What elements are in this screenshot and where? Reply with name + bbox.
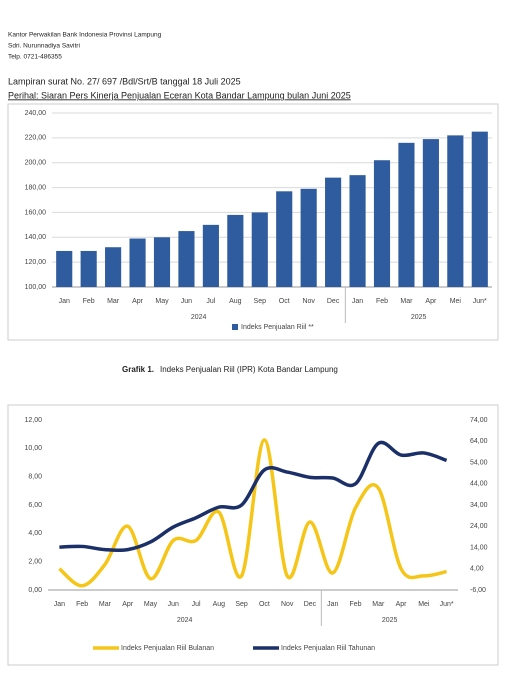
x-tick-label: Jun*: [473, 298, 487, 305]
series-line: [59, 440, 448, 553]
bar: [276, 191, 293, 287]
y-tick-label: 12,00: [24, 417, 42, 424]
x-tick-label: Aug: [213, 601, 226, 608]
x-tick-label: Aug: [229, 298, 242, 305]
y-tick-label: 160,00: [25, 209, 47, 216]
bar: [471, 131, 488, 287]
x-tick-label: Jan: [54, 601, 65, 608]
y-tick-label: 0,00: [28, 587, 42, 594]
x-tick-label: Jan: [59, 298, 70, 305]
x-tick-label: Nov: [281, 601, 294, 608]
bar: [398, 142, 415, 287]
y-tick-label: 120,00: [25, 259, 47, 266]
legend-swatch: [232, 324, 238, 330]
bar: [227, 214, 244, 287]
x-tick-label: Jun: [168, 601, 179, 608]
legend-label: Indeks Penjualan Riil Bulanan: [121, 645, 214, 652]
y2-tick-label: 54,00: [470, 459, 488, 466]
x-tick-label: Mar: [372, 601, 385, 608]
x-tick-label: May: [155, 298, 169, 305]
y-tick-label: 8,00: [28, 474, 42, 481]
bar: [447, 135, 464, 287]
x-group-label: 2024: [177, 617, 193, 624]
reference: Lampiran surat No. 27/ 697 /Bdl/Srt/B ta…: [8, 76, 241, 86]
caption-text: Indeks Penjualan Riil (IPR) Kota Bandar …: [160, 365, 338, 374]
x-tick-label: Feb: [83, 298, 95, 305]
bar: [80, 250, 97, 287]
x-tick-label: Sep: [235, 601, 248, 608]
x-tick-label: Mar: [400, 298, 413, 305]
x-group-label: 2025: [411, 314, 427, 321]
chart-frame: [7, 103, 499, 341]
y2-tick-label: 74,00: [470, 417, 488, 424]
x-tick-label: Apr: [396, 601, 408, 608]
y-tick-label: 220,00: [25, 135, 47, 142]
x-tick-label: Jul: [206, 298, 215, 305]
x-tick-label: Apr: [425, 298, 437, 305]
bar: [129, 238, 146, 287]
x-group-label: 2025: [382, 617, 398, 624]
bar: [422, 139, 439, 287]
x-group-label: 2024: [191, 314, 207, 321]
y-tick-label: 4,00: [28, 530, 42, 537]
chart-frame: [7, 404, 499, 666]
bar: [300, 188, 317, 287]
legend-label: Indeks Penjualan Riil **: [241, 324, 314, 331]
bar: [56, 250, 73, 287]
y2-tick-label: 14,00: [470, 544, 488, 551]
x-tick-label: Apr: [122, 601, 134, 608]
x-tick-label: Jul: [192, 601, 201, 608]
y-tick-label: 180,00: [25, 184, 47, 191]
caption-label: Grafik 1.: [122, 365, 154, 374]
x-tick-label: Jun*: [440, 601, 454, 608]
x-tick-label: Oct: [279, 298, 290, 305]
x-tick-label: Jan: [352, 298, 363, 305]
x-tick-label: Mei: [418, 601, 430, 608]
y-tick-label: 200,00: [25, 160, 47, 167]
y-tick-label: 2,00: [28, 559, 42, 566]
y2-tick-label: 24,00: [470, 523, 488, 530]
x-tick-label: Feb: [349, 601, 361, 608]
x-tick-label: Apr: [132, 298, 144, 305]
bar: [178, 231, 195, 287]
y-tick-label: 10,00: [24, 445, 42, 452]
bar: [325, 177, 342, 287]
x-tick-label: Mar: [99, 601, 112, 608]
legend-label: Indeks Penjualan Riil Tahunan: [281, 645, 375, 652]
x-tick-label: Feb: [76, 601, 88, 608]
y-tick-label: 100,00: [25, 284, 47, 291]
y2-tick-label: 44,00: [470, 481, 488, 488]
subject: Perihal: Siaran Pers Kinerja Penjualan E…: [8, 90, 351, 100]
y2-tick-label: 4,00: [470, 566, 484, 573]
x-tick-label: Jan: [327, 601, 338, 608]
x-tick-label: May: [144, 601, 158, 608]
bar: [105, 247, 122, 287]
x-tick-label: Jun: [181, 298, 192, 305]
bar: [373, 160, 391, 287]
x-tick-label: Oct: [259, 601, 270, 608]
series-line: [58, 438, 447, 588]
x-tick-label: Dec: [304, 601, 317, 608]
x-tick-label: Mei: [450, 298, 462, 305]
y2-tick-label: -6,00: [470, 587, 486, 594]
x-tick-label: Feb: [376, 298, 388, 305]
bar: [251, 212, 268, 287]
x-tick-label: Mar: [107, 298, 120, 305]
bar: [349, 175, 366, 287]
y-tick-label: 140,00: [25, 234, 47, 241]
y-tick-label: 240,00: [25, 110, 47, 117]
x-tick-label: Nov: [302, 298, 315, 305]
x-tick-label: Sep: [254, 298, 267, 305]
bar: [153, 237, 171, 287]
header-line: Sdri. Nurunnadiya Savitri: [8, 43, 80, 50]
x-tick-label: Dec: [327, 298, 340, 305]
y-tick-label: 6,00: [28, 502, 42, 509]
bar: [202, 224, 219, 287]
header-line: Telp. 0721-486355: [8, 54, 62, 61]
y2-tick-label: 64,00: [470, 438, 488, 445]
header-line: Kantor Perwakilan Bank Indonesia Provins…: [8, 32, 162, 39]
y2-tick-label: 34,00: [470, 502, 488, 509]
